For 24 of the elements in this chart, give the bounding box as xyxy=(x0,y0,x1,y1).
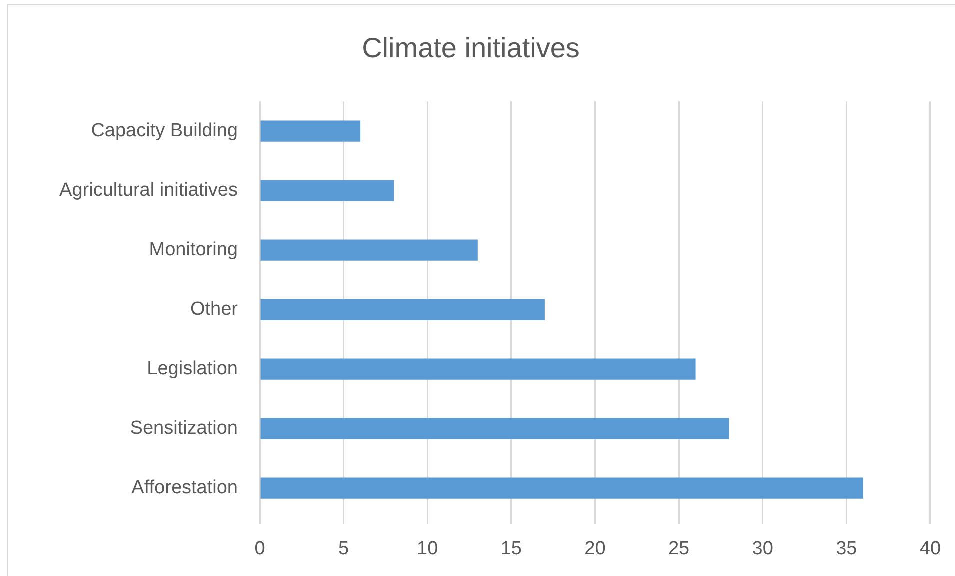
bar xyxy=(260,240,478,261)
bar xyxy=(260,418,730,440)
y-tick-label: Agricultural initiatives xyxy=(60,180,238,202)
y-tick-label: Monitoring xyxy=(149,240,238,261)
y-tick-label: Sensitization xyxy=(130,418,238,440)
bar xyxy=(260,358,696,380)
x-tick-label: 25 xyxy=(668,538,690,560)
bar xyxy=(260,299,545,320)
x-tick-label: 15 xyxy=(500,538,522,560)
x-tick-label: 40 xyxy=(920,538,942,560)
x-tick-label: 10 xyxy=(417,538,438,560)
y-tick-label: Legislation xyxy=(147,358,238,380)
chart-title: Climate initiatives xyxy=(362,32,580,64)
y-tick-label: Capacity Building xyxy=(91,120,238,142)
y-tick-label: Other xyxy=(190,299,239,320)
x-tick-label: 35 xyxy=(836,538,858,560)
x-tick-label: 5 xyxy=(338,538,350,560)
bar xyxy=(260,120,361,142)
x-tick-label: 30 xyxy=(752,538,774,560)
y-tick-label: Afforestation xyxy=(132,477,238,498)
bar xyxy=(260,478,864,499)
bar xyxy=(260,180,394,202)
x-tick-label: 0 xyxy=(254,538,266,560)
x-tick-label: 20 xyxy=(584,538,606,560)
